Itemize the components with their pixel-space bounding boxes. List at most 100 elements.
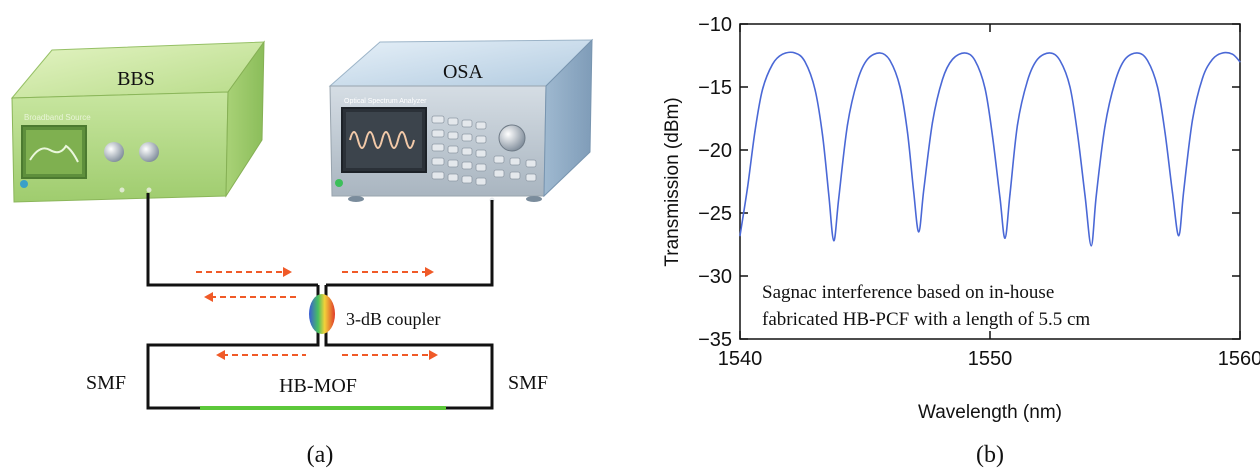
series-point [1036, 58, 1039, 60]
series-point [771, 63, 774, 65]
series-point [1178, 235, 1180, 237]
series-point [1136, 52, 1139, 54]
series-point [804, 61, 806, 63]
coupler-icon [309, 294, 335, 334]
series-point [1171, 192, 1174, 194]
x-axis: 1540 1550 1560 [718, 24, 1260, 370]
light-direction-arrows [196, 271, 432, 356]
chart-annotation-line-2: fabricated HB-PCF with a length of 5.5 c… [762, 309, 1090, 330]
series-point [1124, 58, 1126, 60]
series-point [1076, 133, 1079, 135]
series-point [974, 59, 976, 62]
series-point [1183, 189, 1185, 191]
series-point [941, 78, 944, 80]
series-point [1239, 61, 1241, 63]
series-point [1049, 52, 1051, 54]
series-point [781, 53, 784, 55]
series-point [1016, 124, 1019, 126]
transmission-series-points [739, 52, 1241, 247]
series-point [1156, 86, 1159, 88]
osa-dial-icon [498, 124, 526, 152]
x-tick-label: 1560 [1218, 348, 1260, 370]
series-point [838, 197, 840, 199]
y-tick-label: −15 [698, 77, 732, 99]
x-tick-label: 1550 [968, 348, 1013, 370]
series-point [918, 231, 920, 233]
series-point [951, 58, 954, 60]
series-point [906, 131, 909, 133]
series-point [913, 192, 915, 194]
input-fiber [146, 193, 318, 287]
x-tick-label: 1540 [718, 348, 763, 370]
y-tick-label: −10 [698, 14, 732, 36]
transmission-series-line [739, 51, 1241, 247]
bbs-output-port-icon [146, 187, 152, 193]
series-point [866, 58, 869, 60]
bbs-power-led-icon [20, 180, 28, 188]
series-point [889, 59, 891, 62]
series-point [794, 52, 796, 54]
series-point [1191, 119, 1194, 121]
series-point [1095, 194, 1097, 196]
series-point [964, 52, 966, 54]
osa-keypad [431, 115, 537, 186]
series-point [1104, 125, 1106, 127]
series-point [856, 80, 859, 82]
series-point [899, 86, 901, 88]
coupler-label: 3-dB coupler [346, 309, 440, 329]
series-point [1004, 237, 1006, 239]
series-point [1201, 77, 1204, 79]
osa-waveform-trace [349, 131, 415, 149]
caption-a: (a) [307, 442, 334, 468]
bbs-instrument: Broadband Source BBS [10, 40, 266, 203]
bbs-screen-text: Broadband Source [24, 113, 91, 122]
series-point [833, 240, 835, 242]
y-tick-label: −30 [698, 266, 732, 288]
smf-right-loop [324, 330, 494, 410]
bbs-spectrum-trace [29, 144, 79, 163]
series-point [821, 134, 824, 136]
series-point [761, 88, 764, 91]
y-tick-label: −25 [698, 203, 732, 225]
series-point [1059, 59, 1061, 62]
bbs-knob-left-icon [104, 142, 124, 162]
series-point [1231, 53, 1234, 55]
panel-a: Broadband Source BBS Optical Spectrum An… [10, 38, 594, 468]
osa-power-led-icon [335, 179, 343, 187]
caption-b: (b) [976, 442, 1004, 468]
y-tick-label: −35 [698, 329, 732, 351]
series-point [746, 187, 749, 189]
bbs-knob-right-icon [139, 142, 159, 162]
fiber-label: HB-MOF [279, 375, 357, 397]
panel-b-chart: −10 −15 −20 −25 −30 −35 1540 1550 1560 Sagnac i… [662, 14, 1260, 468]
fiber-network [146, 193, 494, 410]
series-point [1009, 193, 1011, 195]
series-point [739, 235, 741, 237]
series-point [846, 124, 849, 126]
smf-right-label: SMF [508, 372, 548, 394]
series-point [991, 135, 994, 137]
series-point [1090, 245, 1092, 247]
series-point [814, 88, 816, 91]
smf-left-label: SMF [86, 372, 126, 394]
series-point [999, 197, 1001, 199]
y-axis-label: Transmission (dBm) [662, 97, 683, 266]
osa-instrument: Optical Spectrum Analyzer OSA [328, 38, 594, 203]
bbs-label: BBS [117, 68, 155, 90]
series-point [1221, 52, 1224, 54]
series-point [1069, 86, 1071, 88]
osa-label: OSA [443, 61, 484, 83]
y-axis: −10 −15 −20 −25 −30 −35 [698, 14, 1240, 351]
series-point [1146, 59, 1149, 62]
y-tick-label: −20 [698, 140, 732, 162]
series-point [1114, 81, 1116, 83]
series-point [923, 189, 925, 191]
x-axis-label: Wavelength (nm) [918, 402, 1062, 423]
series-point [984, 87, 986, 89]
chart-annotation-line-1: Sagnac interference based on in-house [762, 282, 1054, 303]
series-point [1084, 194, 1086, 196]
output-fiber [326, 200, 494, 287]
series-point [828, 193, 830, 195]
osa-screen-text: Optical Spectrum Analyzer [344, 98, 427, 105]
series-point [879, 52, 881, 54]
